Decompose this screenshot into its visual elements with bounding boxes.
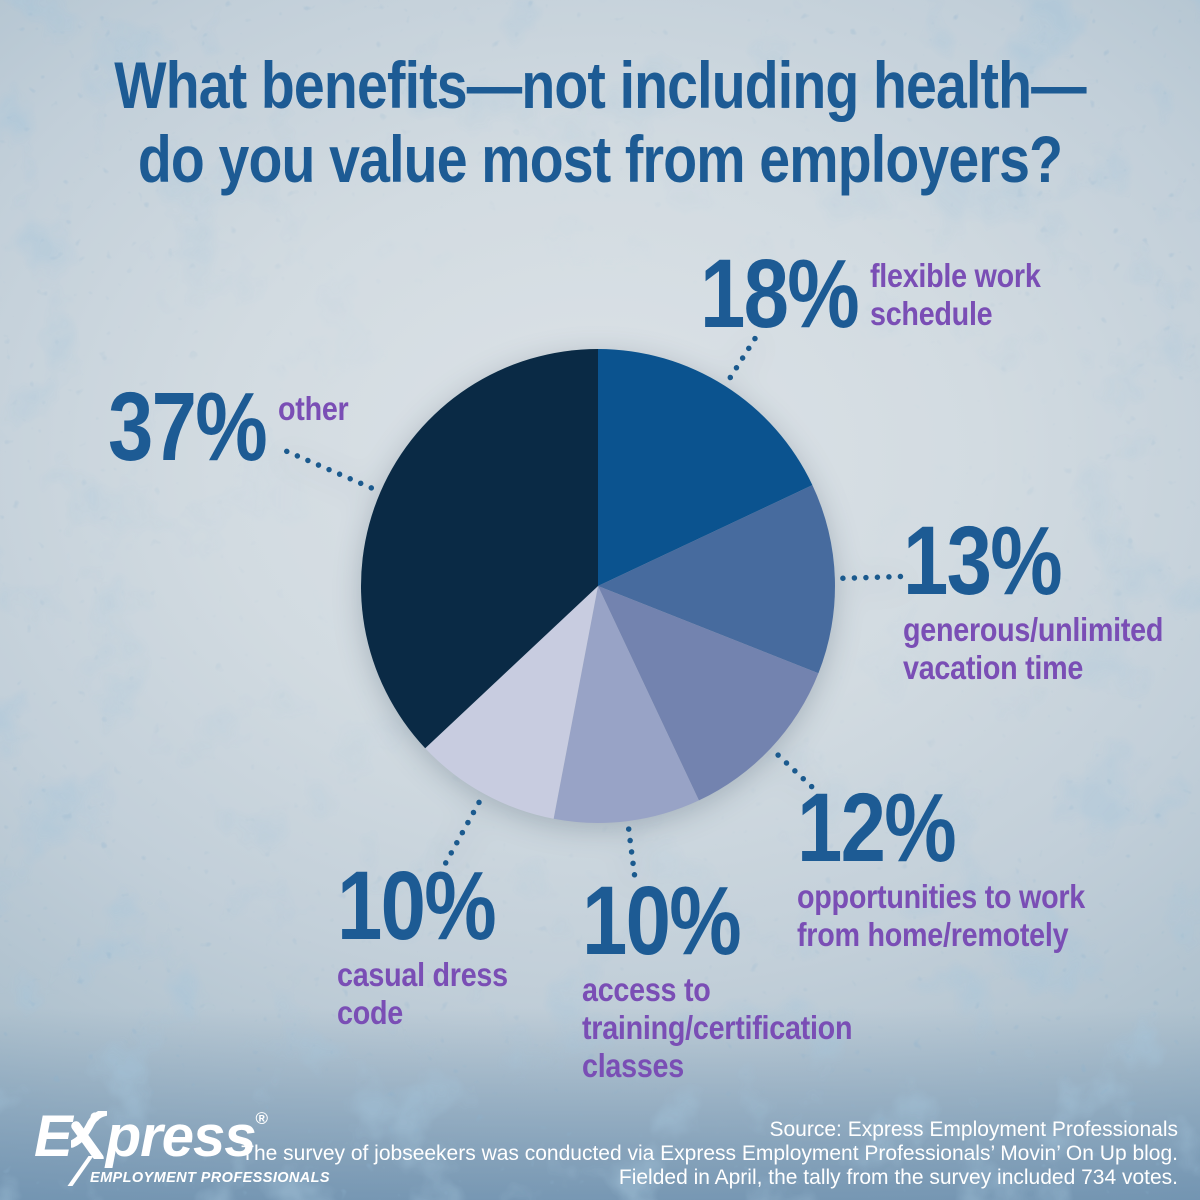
leader-line-flexible-work-schedule [727,328,763,381]
registered-mark: ® [255,1109,267,1128]
leader-line-generous-unlimited-vacation- [840,573,914,582]
pie-slice-opportunities-to-work-from-h [598,586,819,801]
callout-work-from-home: 12% opportunities to work from home/remo… [797,779,1128,954]
label-flexible-work: flexible work schedule [870,257,1041,332]
pie-slice-casual-dress-code [425,586,598,819]
express-logo: E press ® EMPLOYMENT PROFESSIONALS [34,1108,330,1186]
label-other: other [278,390,349,427]
pie-slice-generous-unlimited-vacation- [598,485,835,674]
source-text: Source: Express Employment Professionals… [241,1118,1178,1189]
percent-training-classes: 10% [582,866,742,975]
label-work-from-home: opportunities to work from home/remotely [797,878,1085,953]
leader-line-casual-dress-code [438,799,482,874]
callout-casual-dress-code: 10% casual dress code [337,857,533,1032]
label-training-classes: access to training/certification classes [582,971,853,1084]
percent-vacation-time: 13% [903,506,1063,615]
percent-work-from-home: 12% [797,773,957,882]
logo-text-press: press [105,1104,257,1169]
callout-other: 37% other [108,378,359,475]
express-x-person-icon [70,1111,107,1159]
pie-slice-other [361,349,598,749]
label-casual-dress-code: casual dress code [337,956,508,1031]
callout-vacation-time: 13% generous/unlimited vacation time [903,512,1200,687]
callout-training-classes: 10% access to training/certification cla… [582,872,893,1085]
page-title: What benefits—not including health— do y… [96,48,1104,196]
express-logo-wordmark: E press ® [34,1108,330,1166]
logo-tagline: EMPLOYMENT PROFESSIONALS [90,1170,331,1186]
percent-casual-dress-code: 10% [337,851,497,960]
leader-line-access-to-training-certifica [625,826,639,887]
logo-text-e: E [34,1104,73,1169]
leader-line-opportunities-to-work-from-h [775,752,816,791]
pie-slice-flexible-work-schedule [598,349,813,586]
title-line-1: What benefits—not including health— [114,48,1086,122]
pie-slice-access-to-training-certifica [553,586,699,823]
label-vacation-time: generous/unlimited vacation time [903,611,1164,686]
title-line-2: do you value most from employers? [137,122,1063,196]
percent-flexible-work: 18% [700,239,860,348]
callout-flexible-work-schedule: 18% flexible work schedule [700,245,1066,342]
percent-other: 37% [108,372,268,481]
